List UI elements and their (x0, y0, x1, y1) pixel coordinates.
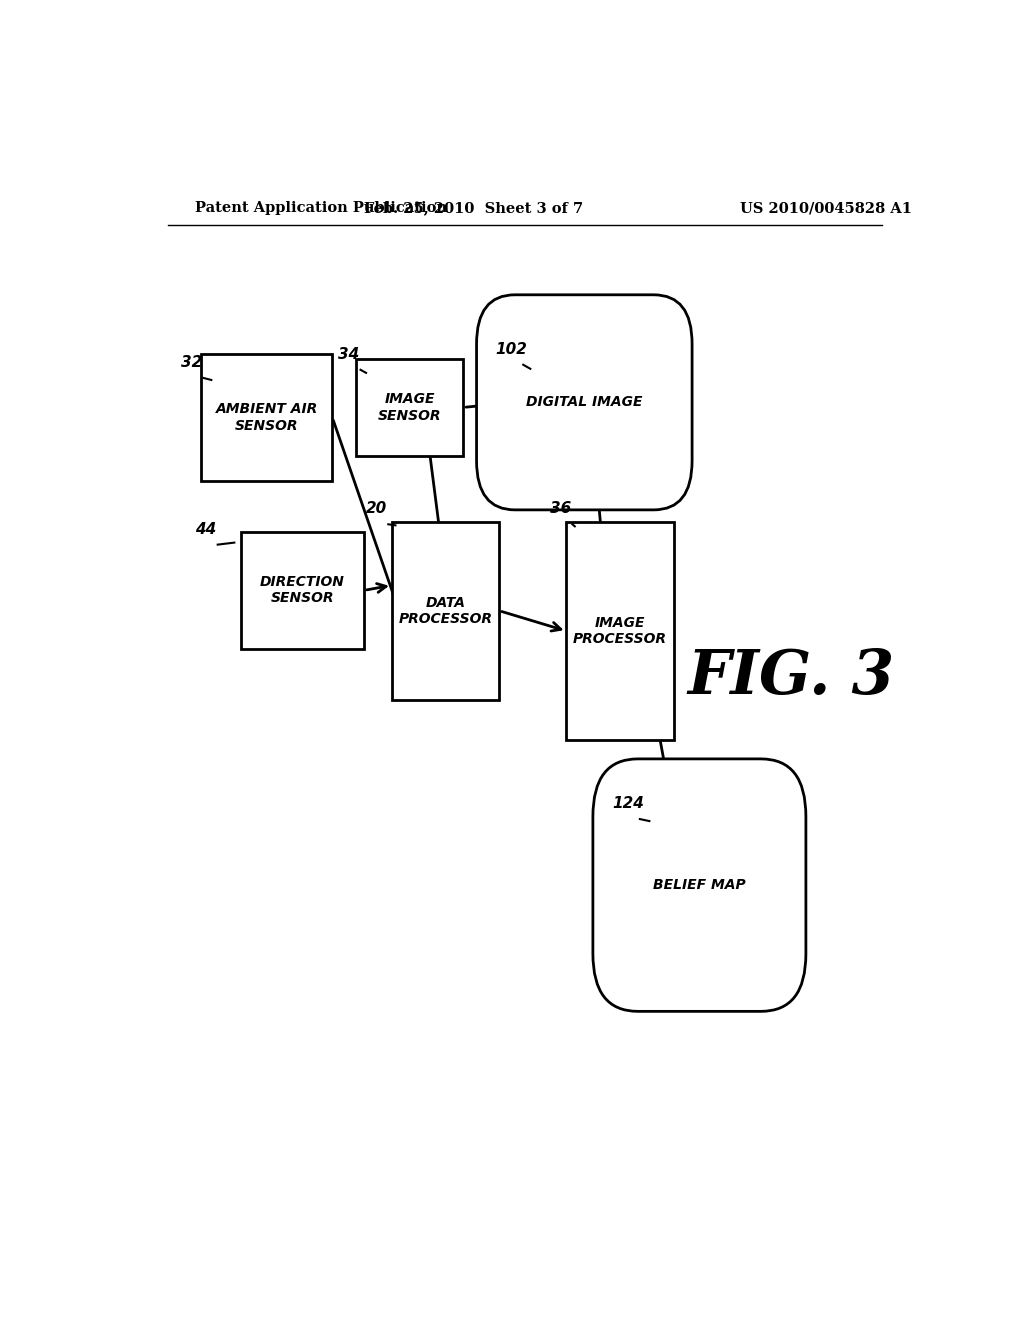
FancyBboxPatch shape (356, 359, 463, 455)
Text: 102: 102 (496, 342, 527, 356)
FancyBboxPatch shape (202, 354, 333, 480)
Text: BELIEF MAP: BELIEF MAP (653, 878, 745, 892)
Text: US 2010/0045828 A1: US 2010/0045828 A1 (740, 201, 912, 215)
FancyBboxPatch shape (593, 759, 806, 1011)
FancyBboxPatch shape (392, 521, 499, 700)
Text: Feb. 25, 2010  Sheet 3 of 7: Feb. 25, 2010 Sheet 3 of 7 (364, 201, 583, 215)
Text: IMAGE
PROCESSOR: IMAGE PROCESSOR (573, 616, 667, 645)
Text: FIG. 3: FIG. 3 (687, 647, 894, 706)
Text: 20: 20 (366, 502, 387, 516)
Text: DIRECTION
SENSOR: DIRECTION SENSOR (260, 576, 345, 606)
FancyBboxPatch shape (241, 532, 365, 649)
Text: 34: 34 (338, 347, 359, 362)
Text: Patent Application Publication: Patent Application Publication (196, 201, 447, 215)
Text: AMBIENT AIR
SENSOR: AMBIENT AIR SENSOR (216, 403, 318, 433)
FancyBboxPatch shape (476, 294, 692, 510)
Text: DATA
PROCESSOR: DATA PROCESSOR (398, 595, 493, 626)
Text: 124: 124 (612, 796, 644, 810)
FancyBboxPatch shape (566, 521, 674, 741)
Text: DIGITAL IMAGE: DIGITAL IMAGE (526, 395, 643, 409)
Text: 32: 32 (181, 355, 202, 370)
Text: IMAGE
SENSOR: IMAGE SENSOR (378, 392, 441, 422)
Text: 36: 36 (550, 502, 571, 516)
Text: 44: 44 (196, 521, 216, 536)
